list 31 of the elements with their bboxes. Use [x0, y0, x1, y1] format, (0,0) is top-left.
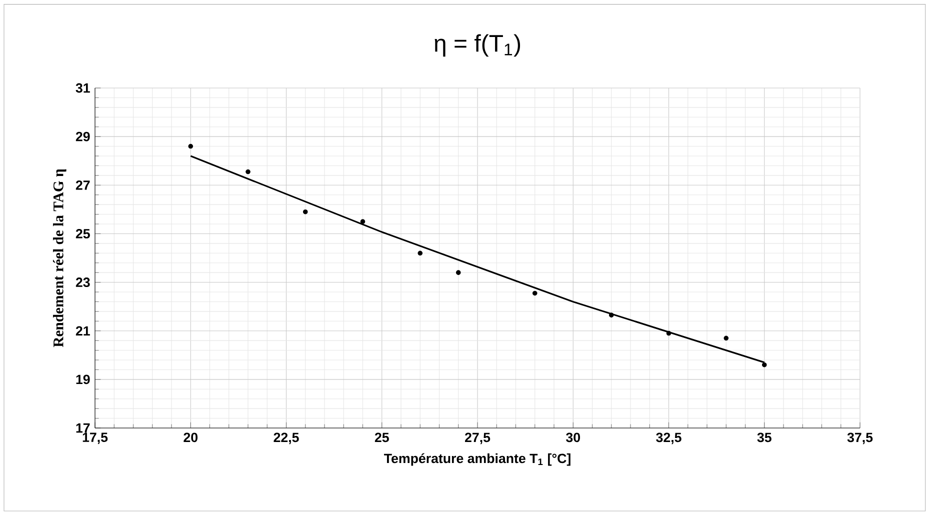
y-axis-title: Rendement réel de la TAG η	[53, 169, 66, 348]
point	[666, 330, 672, 336]
x-tick-label: 37,5	[847, 432, 873, 444]
y-tick-label: 21	[76, 326, 90, 336]
y-tick-label: 19	[76, 374, 90, 384]
x-tick-label: 35	[757, 432, 772, 442]
y-tick-label: 31	[76, 83, 90, 93]
x-axis-title: Température ambiante T$_{1}$ [°C]	[384, 453, 570, 466]
x-tick-label: 30	[566, 432, 580, 442]
x-tick-label: 27,5	[464, 432, 490, 444]
x-tick-label: 32,5	[656, 432, 682, 444]
x-tick-label: 22,5	[274, 432, 299, 444]
y-tick-label: 23	[76, 278, 90, 288]
x-tick-label: 17,5	[82, 432, 108, 444]
point	[418, 250, 423, 256]
y-tick-label: 27	[76, 180, 90, 190]
y-tick-label: 17	[76, 423, 90, 433]
point	[762, 362, 767, 368]
x-tick-label: 25	[374, 432, 389, 442]
point	[188, 144, 194, 149]
y-tick-label: 25	[76, 229, 90, 238]
point	[456, 270, 461, 275]
point	[302, 209, 308, 214]
point	[360, 219, 366, 224]
point	[724, 336, 729, 341]
point	[608, 312, 614, 318]
x-tick-label: 20	[184, 432, 198, 442]
y-tick-label: 29	[76, 132, 90, 142]
chart-title: η = f(T$_{1}$)	[434, 34, 520, 57]
point	[246, 169, 250, 174]
point	[532, 290, 538, 296]
